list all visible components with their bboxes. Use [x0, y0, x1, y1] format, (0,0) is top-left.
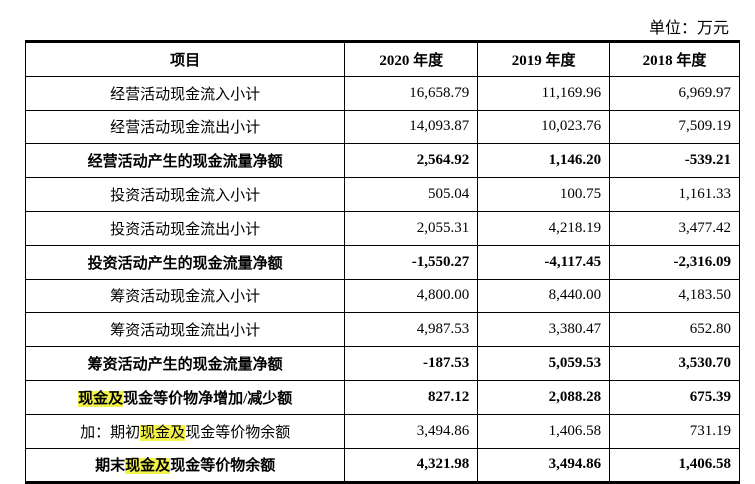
- row-label: 现金及现金等价物净增加/减少额: [24, 379, 346, 415]
- label-text: 投资活动产生的现金流量净额: [87, 255, 283, 272]
- row-label: 筹资活动产生的现金流量净额: [24, 346, 346, 381]
- label-text: 经营活动产生的现金流量净额: [87, 154, 283, 171]
- cell-value: -187.53: [344, 346, 479, 381]
- label-text: 现金等价物余额: [185, 424, 291, 441]
- label-text: 现金等价物净增加/减少额: [123, 390, 293, 407]
- cell-value: 16,658.79: [344, 75, 479, 111]
- cell-value: 4,800.00: [344, 278, 479, 314]
- cell-value: 5,059.53: [477, 346, 611, 381]
- label-text: 筹资活动产生的现金流量净额: [87, 357, 283, 374]
- table-body: 经营活动现金流入小计 16,658.79 11,169.96 6,969.97 经营活动…: [24, 75, 740, 484]
- row-label: 投资活动现金流出小计: [24, 210, 346, 246]
- cell-value: 7,509.19: [609, 109, 740, 145]
- cell-value: 827.12: [344, 379, 479, 415]
- cell-value: 1,406.58: [477, 413, 611, 449]
- cell-value: 3,380.47: [477, 312, 611, 348]
- row-label: 经营活动现金流入小计: [24, 75, 346, 111]
- cell-value: 2,088.28: [477, 379, 611, 415]
- row-label: 经营活动现金流出小计: [24, 109, 346, 145]
- cell-value: -1,550.27: [344, 244, 479, 280]
- cell-value: 4,218.19: [477, 210, 611, 246]
- highlighted-text: 现金及: [78, 390, 124, 407]
- cell-value: 731.19: [609, 413, 740, 449]
- label-text: 加：期初: [80, 424, 141, 441]
- row-label: 投资活动现金流入小计: [24, 177, 346, 212]
- table-row: 加：期初现金及现金等价物余额 3,494.86 1,406.58 731.19: [24, 413, 740, 449]
- table-row: 筹资活动现金流出小计 4,987.53 3,380.47 652.80: [24, 312, 740, 348]
- label-text: 现金等价物余额: [170, 458, 276, 475]
- label-text: 投资活动现金流出小计: [110, 221, 261, 238]
- table-row: 经营活动现金流入小计 16,658.79 11,169.96 6,969.97: [24, 75, 740, 111]
- row-label: 投资活动产生的现金流量净额: [24, 244, 346, 280]
- cell-value: 4,183.50: [609, 278, 740, 314]
- table-row: 期末现金及现金等价物余额 4,321.98 3,494.86 1,406.58: [24, 447, 740, 484]
- column-header: 2018 年度: [609, 40, 740, 77]
- cell-value: 3,477.42: [609, 210, 740, 246]
- table-row: 投资活动现金流入小计 505.04 100.75 1,161.33: [24, 177, 740, 212]
- cell-value: 1,406.58: [609, 447, 740, 484]
- cell-value: -2,316.09: [609, 244, 740, 280]
- label-text: 期末: [95, 458, 126, 475]
- row-label: 筹资活动现金流入小计: [24, 278, 346, 314]
- header-row: 项目 2020 年度 2019 年度 2018 年度: [24, 40, 740, 77]
- cash-flow-table: 项目 2020 年度 2019 年度 2018 年度 经营活动现金流入小计 16,658…: [24, 40, 740, 484]
- highlighted-text: 现金及: [125, 458, 171, 475]
- cell-value: 3,530.70: [609, 346, 740, 381]
- cell-value: 8,440.00: [477, 278, 611, 314]
- table-row: 筹资活动现金流入小计 4,800.00 8,440.00 4,183.50: [24, 278, 740, 314]
- label-text: 经营活动现金流出小计: [110, 120, 261, 137]
- column-header: 项目: [24, 40, 346, 77]
- column-header: 2019 年度: [477, 40, 611, 77]
- cell-value: 11,169.96: [477, 75, 611, 111]
- table-row: 经营活动现金流出小计 14,093.87 10,023.76 7,509.19: [24, 109, 740, 145]
- label-text: 投资活动现金流入小计: [110, 188, 261, 205]
- cell-value: 2,564.92: [344, 143, 479, 179]
- cell-value: -539.21: [609, 143, 740, 179]
- cell-value: 6,969.97: [609, 75, 740, 111]
- cell-value: 675.39: [609, 379, 740, 415]
- cell-value: 1,146.20: [477, 143, 611, 179]
- unit-note: 单位：万元: [648, 20, 729, 37]
- table-row: 投资活动现金流出小计 2,055.31 4,218.19 3,477.42: [24, 210, 740, 246]
- row-label: 期末现金及现金等价物余额: [24, 447, 346, 484]
- cell-value: 3,494.86: [344, 413, 479, 449]
- table-row: 筹资活动产生的现金流量净额 -187.53 5,059.53 3,530.70: [24, 346, 740, 381]
- row-label: 筹资活动现金流出小计: [24, 312, 346, 348]
- label-text: 筹资活动现金流出小计: [110, 323, 261, 340]
- cell-value: 652.80: [609, 312, 740, 348]
- highlighted-text: 现金及: [140, 424, 186, 441]
- cell-value: 4,987.53: [344, 312, 479, 348]
- cell-value: 4,321.98: [344, 447, 479, 484]
- label-text: 筹资活动现金流入小计: [110, 289, 261, 306]
- row-label: 加：期初现金及现金等价物余额: [24, 413, 346, 449]
- cell-value: 14,093.87: [344, 109, 479, 145]
- column-header: 2020 年度: [344, 40, 479, 77]
- cell-value: 2,055.31: [344, 210, 479, 246]
- row-label: 经营活动产生的现金流量净额: [24, 143, 346, 179]
- cell-value: 10,023.76: [477, 109, 611, 145]
- cell-value: 505.04: [344, 177, 479, 212]
- cell-value: -4,117.45: [477, 244, 611, 280]
- table-row: 经营活动产生的现金流量净额 2,564.92 1,146.20 -539.21: [24, 143, 740, 179]
- cell-value: 3,494.86: [477, 447, 611, 484]
- table-row: 投资活动产生的现金流量净额 -1,550.27 -4,117.45 -2,316.09: [24, 244, 740, 280]
- cell-value: 100.75: [477, 177, 611, 212]
- table-row: 现金及现金等价物净增加/减少额 827.12 2,088.28 675.39: [24, 379, 740, 415]
- cell-value: 1,161.33: [609, 177, 740, 212]
- label-text: 经营活动现金流入小计: [110, 86, 261, 103]
